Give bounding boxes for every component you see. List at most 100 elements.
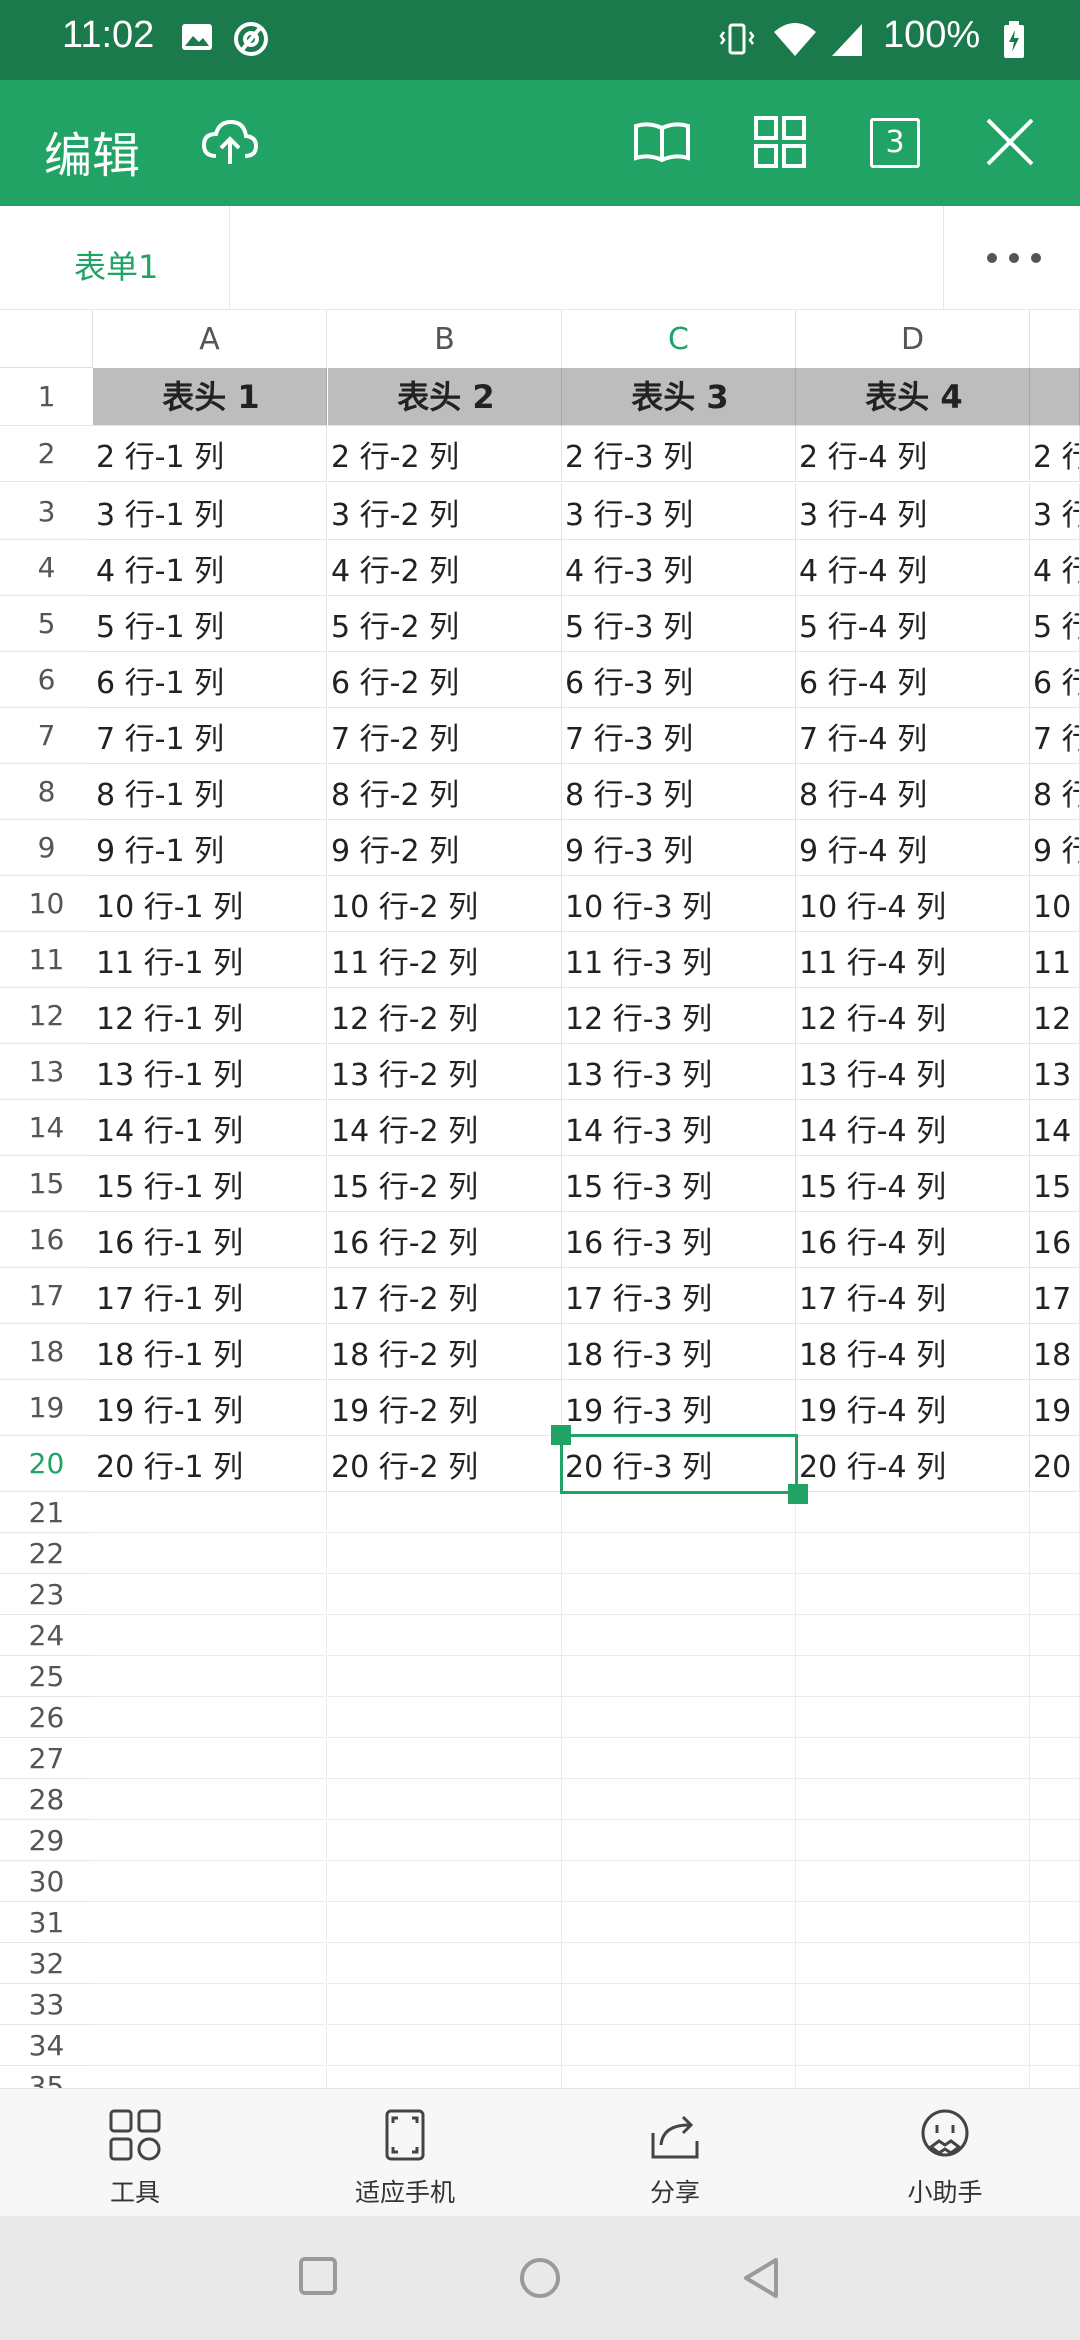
- table-cell[interactable]: 18 行-2 列: [328, 1324, 562, 1380]
- table-cell[interactable]: 4 行-2 列: [328, 540, 562, 596]
- empty-cell[interactable]: [328, 1984, 562, 2025]
- table-cell[interactable]: 6 行-3 列: [562, 652, 796, 708]
- table-cell[interactable]: 7 行-2 列: [328, 708, 562, 764]
- row-header[interactable]: 34: [0, 2025, 93, 2066]
- row-header[interactable]: 4: [0, 540, 93, 596]
- table-cell[interactable]: 7 行-4 列: [796, 708, 1030, 764]
- empty-cell[interactable]: [328, 1902, 562, 1943]
- empty-cell[interactable]: [93, 2066, 327, 2088]
- edit-button[interactable]: 编辑: [44, 128, 141, 184]
- recent-apps-icon[interactable]: [298, 2256, 338, 2296]
- empty-cell[interactable]: [796, 1574, 1030, 1615]
- table-cell[interactable]: 16 行: [1030, 1212, 1080, 1268]
- row-header[interactable]: 21: [0, 1492, 93, 1533]
- table-cell[interactable]: 10 行-4 列: [796, 876, 1030, 932]
- empty-cell[interactable]: [796, 2066, 1030, 2088]
- empty-cell[interactable]: [562, 1779, 796, 1820]
- table-cell[interactable]: 11 行: [1030, 932, 1080, 988]
- table-cell[interactable]: 2 行-4 列: [796, 426, 1030, 482]
- selection-handle-top-left[interactable]: [551, 1425, 571, 1445]
- table-cell[interactable]: 13 行: [1030, 1044, 1080, 1100]
- table-cell[interactable]: 10 行-3 列: [562, 876, 796, 932]
- share-button[interactable]: 分享: [575, 2089, 775, 2217]
- table-cell[interactable]: 12 行-1 列: [93, 988, 327, 1044]
- spreadsheet-grid[interactable]: A B C D 1 2 3 4 5 6 7 8 9 10 11 12 13 14 15 16 17 18 19 20 21 22 2…: [0, 310, 1080, 2088]
- table-cell[interactable]: 13 行-1 列: [93, 1044, 327, 1100]
- row-header[interactable]: 3: [0, 484, 93, 540]
- row-header[interactable]: 26: [0, 1697, 93, 1738]
- empty-cell[interactable]: [328, 1533, 562, 1574]
- table-cell[interactable]: 8 行: [1030, 764, 1080, 820]
- empty-cell[interactable]: [796, 1984, 1030, 2025]
- empty-cell[interactable]: [796, 1779, 1030, 1820]
- table-cell[interactable]: 4 行-1 列: [93, 540, 327, 596]
- empty-cell[interactable]: [796, 1656, 1030, 1697]
- table-cell[interactable]: 15 行-1 列: [93, 1156, 327, 1212]
- table-cell[interactable]: 3 行-1 列: [93, 484, 327, 540]
- empty-cell[interactable]: [93, 1984, 327, 2025]
- table-cell[interactable]: 10 行: [1030, 876, 1080, 932]
- table-cell[interactable]: 17 行-1 列: [93, 1268, 327, 1324]
- column-header-d[interactable]: D: [796, 310, 1030, 368]
- empty-cell[interactable]: [562, 1738, 796, 1779]
- empty-cell[interactable]: [562, 1820, 796, 1861]
- table-cell[interactable]: 8 行-4 列: [796, 764, 1030, 820]
- home-icon[interactable]: [518, 2256, 562, 2300]
- table-cell[interactable]: 16 行-1 列: [93, 1212, 327, 1268]
- empty-cell[interactable]: [328, 1820, 562, 1861]
- table-cell[interactable]: 5 行-4 列: [796, 596, 1030, 652]
- table-cell[interactable]: 17 行-4 列: [796, 1268, 1030, 1324]
- tab-count-button[interactable]: 3: [870, 118, 920, 168]
- row-header[interactable]: 35: [0, 2066, 93, 2088]
- fit-screen-button[interactable]: 适应手机: [305, 2089, 505, 2217]
- table-cell[interactable]: 9 行-4 列: [796, 820, 1030, 876]
- table-cell[interactable]: 12 行: [1030, 988, 1080, 1044]
- empty-cell[interactable]: [1030, 1574, 1080, 1615]
- table-cell[interactable]: 3 行: [1030, 484, 1080, 540]
- empty-cell[interactable]: [1030, 2025, 1080, 2066]
- empty-cell[interactable]: [562, 1697, 796, 1738]
- empty-cell[interactable]: [796, 1902, 1030, 1943]
- table-cell[interactable]: 18 行-1 列: [93, 1324, 327, 1380]
- row-header[interactable]: 17: [0, 1268, 93, 1324]
- empty-cell[interactable]: [562, 1615, 796, 1656]
- table-header-cell[interactable]: 表头 3: [562, 368, 796, 426]
- empty-cell[interactable]: [93, 1574, 327, 1615]
- table-cell[interactable]: 5 行-3 列: [562, 596, 796, 652]
- empty-cell[interactable]: [796, 1533, 1030, 1574]
- empty-cell[interactable]: [1030, 1533, 1080, 1574]
- row-header[interactable]: 1: [0, 368, 93, 426]
- table-cell[interactable]: 16 行-2 列: [328, 1212, 562, 1268]
- close-icon[interactable]: [980, 112, 1040, 172]
- table-cell[interactable]: 20 行: [1030, 1436, 1080, 1492]
- empty-cell[interactable]: [93, 1738, 327, 1779]
- table-cell[interactable]: 11 行-1 列: [93, 932, 327, 988]
- table-cell[interactable]: 4 行: [1030, 540, 1080, 596]
- column-header-e[interactable]: [1030, 310, 1080, 368]
- book-icon[interactable]: [632, 112, 692, 172]
- row-header[interactable]: 12: [0, 988, 93, 1044]
- empty-cell[interactable]: [562, 1902, 796, 1943]
- empty-cell[interactable]: [93, 1533, 327, 1574]
- table-cell[interactable]: 8 行-1 列: [93, 764, 327, 820]
- table-cell[interactable]: 14 行-2 列: [328, 1100, 562, 1156]
- empty-cell[interactable]: [796, 1615, 1030, 1656]
- row-header[interactable]: 14: [0, 1100, 93, 1156]
- table-cell[interactable]: 14 行-4 列: [796, 1100, 1030, 1156]
- table-cell[interactable]: 7 行-1 列: [93, 708, 327, 764]
- row-header[interactable]: 6: [0, 652, 93, 708]
- empty-cell[interactable]: [1030, 1492, 1080, 1533]
- empty-cell[interactable]: [93, 1656, 327, 1697]
- empty-cell[interactable]: [796, 1492, 1030, 1533]
- empty-cell[interactable]: [562, 1656, 796, 1697]
- table-cell[interactable]: 3 行-4 列: [796, 484, 1030, 540]
- table-cell[interactable]: 15 行-4 列: [796, 1156, 1030, 1212]
- table-cell[interactable]: 11 行-4 列: [796, 932, 1030, 988]
- table-cell[interactable]: 6 行-2 列: [328, 652, 562, 708]
- empty-cell[interactable]: [93, 1779, 327, 1820]
- table-cell[interactable]: 6 行-4 列: [796, 652, 1030, 708]
- table-cell[interactable]: 10 行-2 列: [328, 876, 562, 932]
- row-header[interactable]: 32: [0, 1943, 93, 1984]
- empty-cell[interactable]: [1030, 1738, 1080, 1779]
- table-cell[interactable]: 17 行-3 列: [562, 1268, 796, 1324]
